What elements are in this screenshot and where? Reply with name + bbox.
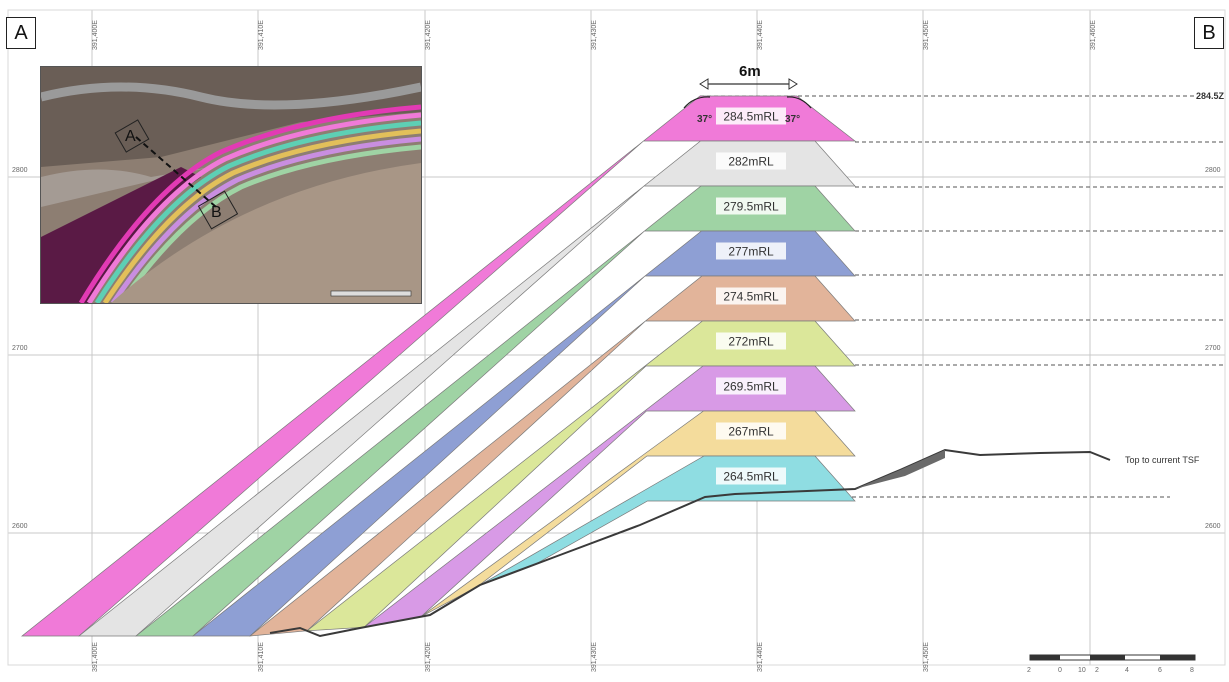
lift-label: 264.5mRL: [723, 470, 779, 484]
lift-band: [248, 275, 856, 637]
lift-label-box: [716, 152, 786, 170]
left-grid-label: 2700: [12, 345, 28, 352]
bottom-grid-label: 391,430E: [591, 642, 598, 672]
lift-band: [134, 185, 856, 637]
existing-ground-profile: [269, 448, 1111, 638]
lift-label: 277mRL: [728, 245, 774, 259]
bottom-grid-label: 391,420E: [425, 642, 432, 672]
lift-label: 279.5mRL: [723, 200, 779, 214]
top-grid-label: 391,450E: [923, 20, 930, 50]
bottom-grid-label: 391,440E: [757, 642, 764, 672]
lift-label-box: [716, 422, 786, 440]
scale-tick: 4: [1125, 667, 1129, 674]
lift-label: 284.5mRL: [723, 110, 779, 124]
level-dashes: [700, 95, 1225, 498]
right-grid-label: 2800: [1205, 167, 1221, 174]
lift-band: [477, 455, 856, 587]
scale-tick: 0: [1058, 667, 1062, 674]
lift-band: [191, 230, 856, 637]
top-grid-label: 391,440E: [757, 20, 764, 50]
crest-rl-right-label: 284.5Z: [1196, 91, 1225, 101]
bottom-grid-label: 391,410E: [258, 642, 265, 672]
top-grid-label: 391,460E: [1090, 20, 1097, 50]
lift-label: 282mRL: [728, 155, 774, 169]
existing-tsf-label: Top to current TSF: [1125, 455, 1200, 465]
top-grid-label: 391,420E: [425, 20, 432, 50]
lift-label-box: [716, 332, 786, 350]
lift-bands: 284.5mRL 282mRL 279.5mRL 277mRL 274.5mRL 272m…: [20, 95, 857, 637]
location-inset-map: A B: [40, 66, 422, 304]
slope-angle-markers: 37° 37°: [683, 96, 812, 125]
lift-label-box: [716, 377, 786, 395]
scale-tick: 6: [1158, 667, 1162, 674]
lift-label-box: [716, 197, 786, 215]
grid-labels: 391,400E 391,410E 391,420E 391,430E 391,…: [12, 20, 1221, 672]
inset-label-a: A: [125, 128, 136, 145]
top-grid-label: 391,400E: [92, 20, 99, 50]
scale-tick: 8: [1190, 667, 1194, 674]
right-grid-label: 2700: [1205, 345, 1221, 352]
lift-band: [77, 140, 856, 637]
section-end-label: B: [1194, 17, 1224, 49]
lift-label-box: [716, 107, 786, 125]
lift-label-box: [716, 467, 786, 485]
scale-tick: 2: [1027, 667, 1031, 674]
section-start-label: A: [6, 17, 36, 49]
lift-label: 267mRL: [728, 425, 774, 439]
left-grid-label: 2800: [12, 167, 28, 174]
inset-aerial-image: A B: [41, 67, 421, 303]
crest-width-dimension: 6m: [699, 63, 798, 90]
top-grid-label: 391,410E: [258, 20, 265, 50]
lift-label-box: [716, 287, 786, 305]
scale-bar: 2 0 10 2 4 6 8: [1027, 654, 1196, 674]
lift-band: [20, 95, 857, 637]
angle-left-label: 37°: [697, 114, 712, 125]
left-grid-label: 2600: [12, 523, 28, 530]
lift-label: 274.5mRL: [723, 290, 779, 304]
lift-label-box: [716, 242, 786, 260]
inset-label-b: B: [211, 204, 222, 221]
top-grid-label: 391,430E: [591, 20, 598, 50]
lift-label: 269.5mRL: [723, 380, 779, 394]
bottom-grid-label: 391,400E: [92, 642, 99, 672]
scale-tick: 2: [1095, 667, 1099, 674]
angle-right-label: 37°: [785, 114, 800, 125]
scale-tick: 10: [1078, 667, 1086, 674]
lift-label: 272mRL: [728, 335, 774, 349]
right-grid-label: 2600: [1205, 523, 1221, 530]
crest-width-label: 6m: [739, 63, 761, 80]
bottom-grid-label: 391,450E: [923, 642, 930, 672]
